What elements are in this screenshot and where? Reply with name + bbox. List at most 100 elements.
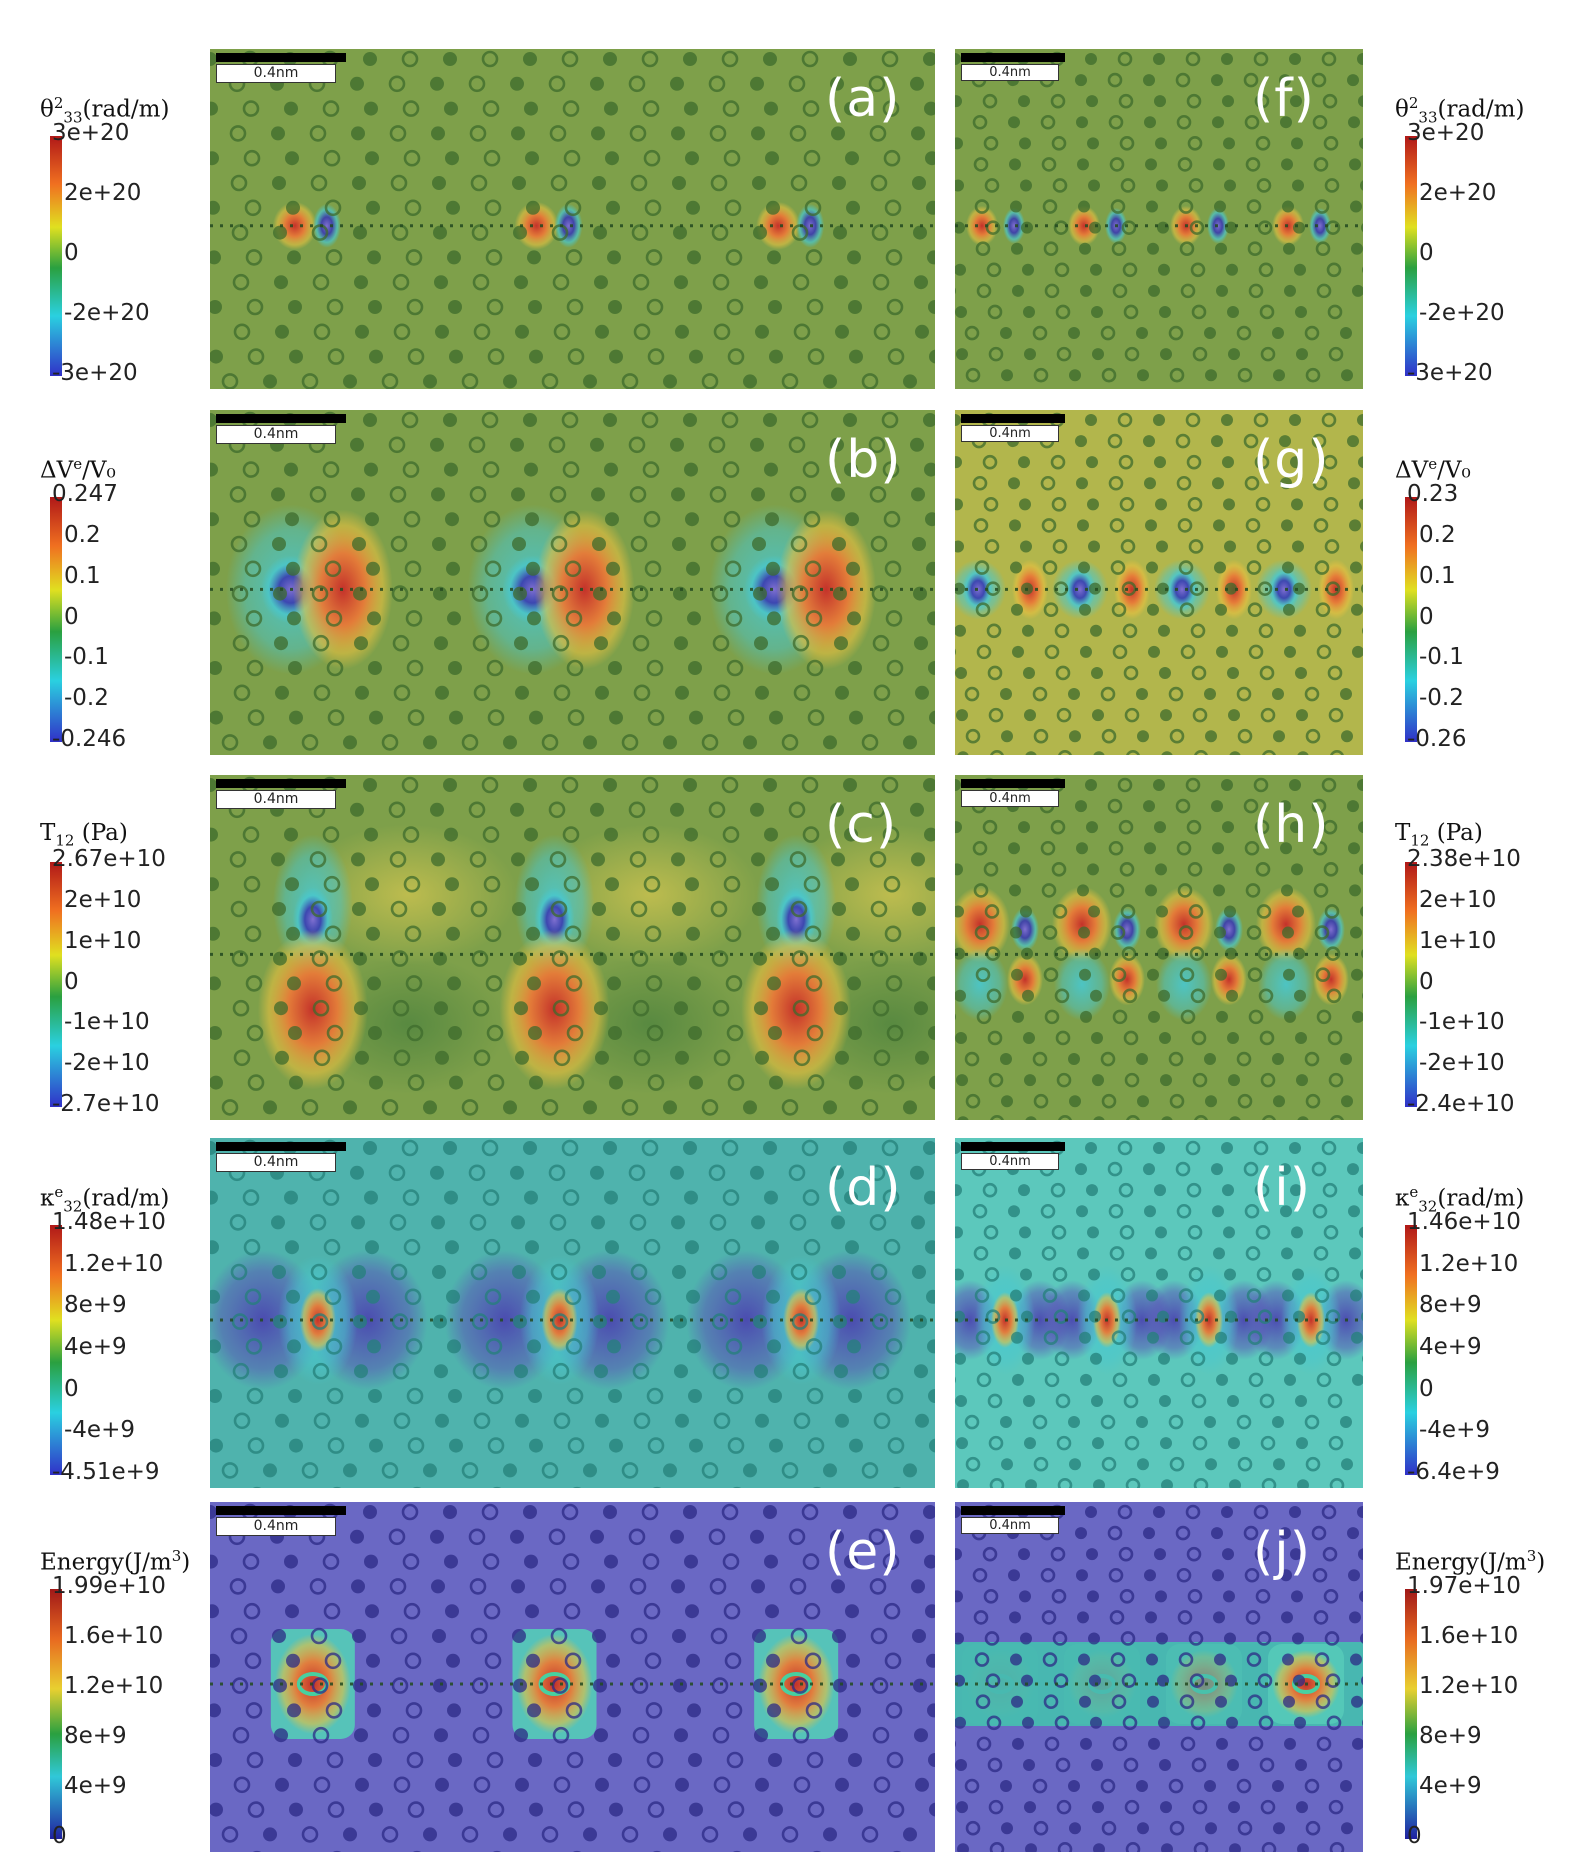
colorbar-tick: -2e+10 xyxy=(64,1050,150,1077)
panel-a: 0.4nm (a) xyxy=(210,49,935,389)
colorbar-title: κe32(rad/m) xyxy=(40,1183,170,1216)
scale-bar: 0.4nm xyxy=(216,1506,346,1536)
colorbar-min: -2.4e+10 xyxy=(1407,1091,1515,1117)
scale-bar: 0.4nm xyxy=(216,414,346,444)
atom-lattice xyxy=(210,776,935,1116)
scale-bar-line xyxy=(961,414,1065,423)
panel-d: 0.4nm (d) xyxy=(210,1138,935,1488)
colorbar-gradient xyxy=(1405,497,1417,742)
colorbar-tick: 2e+10 xyxy=(1419,886,1497,913)
panel-label: (g) xyxy=(1253,430,1330,490)
colorbar-gradient xyxy=(1405,862,1417,1107)
colorbar-min: -3e+20 xyxy=(1407,360,1493,386)
atom-lattice xyxy=(955,412,1363,755)
colorbar-tick: 8e+9 xyxy=(64,1292,127,1319)
colorbar-tick: 1.2e+10 xyxy=(1419,1250,1519,1277)
panel-g: 0.4nm (g) xyxy=(955,410,1363,755)
colorbar-max: 2.67e+10 xyxy=(52,846,166,872)
scale-bar-label: 0.4nm xyxy=(216,790,336,809)
scale-bar-label: 0.4nm xyxy=(216,64,336,83)
scale-bar-label: 0.4nm xyxy=(961,64,1059,81)
colorbar-tick: 0 xyxy=(64,603,79,630)
scale-bar-line xyxy=(216,414,346,423)
panel-label: (a) xyxy=(825,69,901,129)
scale-bar-line xyxy=(961,1142,1065,1151)
colorbar-min: -0.246 xyxy=(52,726,127,752)
panel-label: (h) xyxy=(1253,795,1330,855)
atom-lattice xyxy=(210,50,935,389)
field-features xyxy=(955,886,1349,1021)
panel-label: (i) xyxy=(1253,1158,1312,1218)
colorbar-min: -0.26 xyxy=(1407,726,1467,752)
colorbar-tick: 1.2e+10 xyxy=(64,1250,164,1277)
scale-bar-label: 0.4nm xyxy=(216,425,336,444)
colorbar-max: 1.99e+10 xyxy=(52,1573,166,1599)
colorbar-tick: -0.1 xyxy=(64,644,109,671)
colorbar-tick: 0 xyxy=(1419,240,1434,266)
scale-bar: 0.4nm xyxy=(216,53,346,83)
colorbar-tick: 1e+10 xyxy=(1419,927,1497,954)
scale-bar-label: 0.4nm xyxy=(961,1153,1059,1170)
field-features xyxy=(966,205,1331,246)
field-map xyxy=(210,410,935,755)
colorbar-tick: -0.1 xyxy=(1419,644,1464,671)
scale-bar-label: 0.4nm xyxy=(216,1153,336,1172)
colorbar-max: 1.48e+10 xyxy=(52,1209,166,1235)
colorbar-tick: 8e+9 xyxy=(64,1723,127,1749)
colorbar-max: 1.46e+10 xyxy=(1407,1209,1521,1235)
colorbar-tick: 0 xyxy=(1419,1375,1434,1402)
colorbar-min: -2.7e+10 xyxy=(52,1091,160,1117)
colorbar-max: 2.38e+10 xyxy=(1407,846,1521,872)
panel-label: (d) xyxy=(825,1158,902,1218)
colorbar-tick: 2e+10 xyxy=(64,886,142,913)
field-map xyxy=(210,49,935,389)
colorbar-tick: 0 xyxy=(64,1375,79,1402)
scale-bar-label: 0.4nm xyxy=(961,790,1059,807)
scale-bar: 0.4nm xyxy=(961,1142,1065,1170)
scale-bar-line xyxy=(216,53,346,62)
panel-label: (b) xyxy=(825,430,902,490)
field-map xyxy=(955,49,1363,389)
panel-e: 0.4nm (e) xyxy=(210,1502,935,1852)
scale-bar-line xyxy=(961,1506,1065,1515)
colorbar-min: -6.4e+9 xyxy=(1407,1459,1500,1485)
colorbar-title: T12 (Pa) xyxy=(40,820,128,850)
atom-lattice xyxy=(955,1140,1363,1488)
panel-label: (f) xyxy=(1253,69,1315,129)
colorbar-tick: 0.2 xyxy=(1419,521,1456,548)
colorbar-title: ΔVe/V₀ xyxy=(40,455,116,484)
field-map xyxy=(955,1502,1363,1852)
atom-lattice xyxy=(955,51,1363,389)
colorbar-title: T12 (Pa) xyxy=(1395,820,1483,850)
colorbar-tick: -2e+10 xyxy=(1419,1050,1505,1077)
colorbar-tick: 0.1 xyxy=(64,562,101,589)
scale-bar: 0.4nm xyxy=(961,1506,1065,1534)
colorbar-title: Energy(J/m3) xyxy=(40,1547,191,1576)
colorbar-gradient xyxy=(50,862,62,1107)
colorbar-tick: -2e+20 xyxy=(1419,300,1505,326)
colorbar-tick: 0 xyxy=(1419,968,1434,995)
scale-bar: 0.4nm xyxy=(216,1142,346,1172)
colorbar-gradient xyxy=(50,1589,62,1839)
field-map xyxy=(210,1138,935,1488)
colorbar-gradient xyxy=(1405,136,1417,376)
colorbar-tick: 0.2 xyxy=(64,521,101,548)
scale-bar: 0.4nm xyxy=(216,779,346,809)
panel-i: 0.4nm (i) xyxy=(955,1138,1363,1488)
atom-lattice xyxy=(210,411,935,751)
scale-bar: 0.4nm xyxy=(961,779,1065,807)
scale-bar-label: 0.4nm xyxy=(216,1517,336,1536)
colorbar-tick: 8e+9 xyxy=(1419,1292,1482,1319)
colorbar-tick: 2e+20 xyxy=(64,180,142,206)
colorbar-gradient xyxy=(1405,1225,1417,1475)
field-map xyxy=(955,775,1363,1120)
colorbar-tick: 0 xyxy=(64,968,79,995)
colorbar-max: 0.247 xyxy=(52,481,118,507)
field-map xyxy=(955,410,1363,755)
colorbar-tick: 0.1 xyxy=(1419,562,1456,589)
colorbar-tick: -1e+10 xyxy=(64,1009,150,1036)
panel-h: 0.4nm (h) xyxy=(955,775,1363,1120)
colorbar-tick: -2e+20 xyxy=(64,300,150,326)
panel-f: 0.4nm (f) xyxy=(955,49,1363,389)
atom-lattice xyxy=(210,1139,935,1488)
